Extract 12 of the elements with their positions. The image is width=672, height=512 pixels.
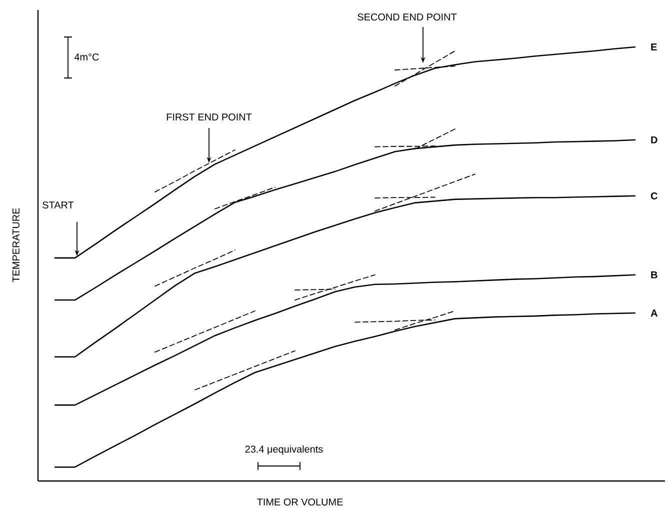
series-label: A <box>650 310 658 316</box>
series-label: E <box>651 44 657 50</box>
text: SECOND END POINT <box>358 13 457 21</box>
x-axis-title: TIME OR VOLUME <box>257 498 343 506</box>
annotation: START <box>42 201 74 209</box>
series-label: D <box>651 136 658 144</box>
y-axis-title: TEMPERATURE <box>12 208 20 282</box>
annotation: FIRST END POINT <box>166 113 252 121</box>
series-label: B <box>651 271 658 278</box>
annotation: 23.4 μequivalents <box>245 445 323 455</box>
series-label: C <box>650 192 658 200</box>
annotation: 4m°C <box>74 53 99 61</box>
